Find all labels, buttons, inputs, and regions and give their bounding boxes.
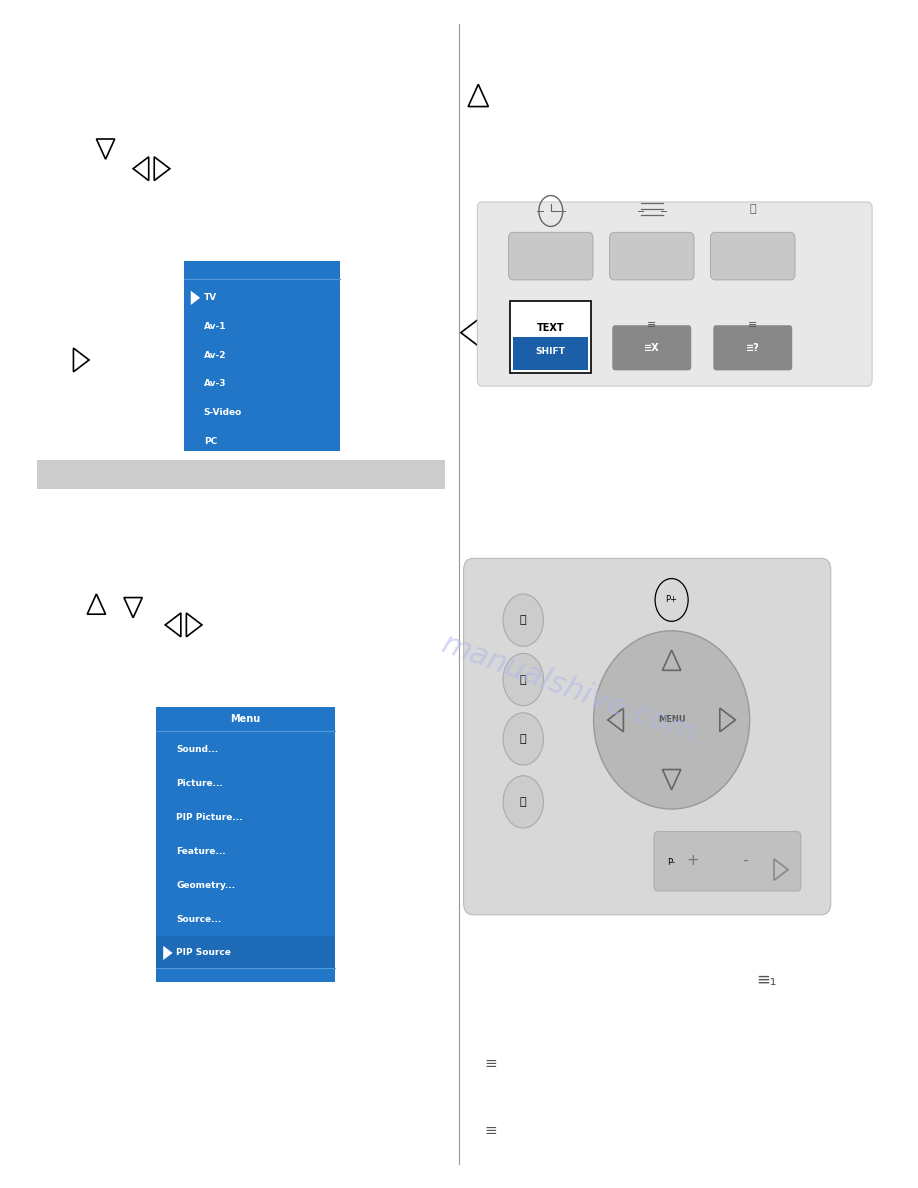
Text: 🔑: 🔑 [520,615,527,625]
Circle shape [503,594,543,646]
Text: -: - [742,853,747,867]
Text: ≡?: ≡? [746,343,759,353]
FancyBboxPatch shape [713,326,792,371]
Text: 🔇: 🔇 [749,203,756,214]
Polygon shape [191,291,200,305]
Text: P+: P+ [666,595,677,605]
Text: Av-3: Av-3 [204,379,227,388]
FancyBboxPatch shape [711,233,795,280]
Text: PIP Picture...: PIP Picture... [176,813,242,822]
Text: 📡: 📡 [520,675,527,684]
Text: ≡X: ≡X [644,343,660,353]
FancyBboxPatch shape [37,460,445,489]
Polygon shape [163,946,173,960]
FancyBboxPatch shape [510,301,591,373]
Text: 🎵: 🎵 [520,797,527,807]
Text: TEXT: TEXT [537,323,565,333]
Text: Av-1: Av-1 [204,322,227,331]
Text: PC: PC [204,437,217,446]
Text: ≡: ≡ [647,321,656,330]
Text: 👁: 👁 [520,734,527,744]
Text: Sound...: Sound... [176,745,218,754]
Circle shape [503,653,543,706]
Circle shape [503,713,543,765]
Text: Picture...: Picture... [176,778,223,788]
FancyBboxPatch shape [156,707,335,731]
Text: Feature...: Feature... [176,847,226,855]
Text: MENU: MENU [658,715,686,725]
Text: Geometry...: Geometry... [176,880,235,890]
FancyBboxPatch shape [156,968,335,982]
FancyBboxPatch shape [509,233,593,280]
Text: Source...: Source... [176,915,221,923]
Text: S-Video: S-Video [204,409,242,417]
FancyBboxPatch shape [612,326,691,371]
Text: P-: P- [667,859,676,867]
FancyBboxPatch shape [156,731,335,968]
Circle shape [503,776,543,828]
Text: ≡: ≡ [485,1124,498,1138]
FancyBboxPatch shape [654,832,800,891]
FancyBboxPatch shape [156,936,335,969]
FancyBboxPatch shape [610,233,694,280]
FancyBboxPatch shape [477,202,872,386]
Text: ≡: ≡ [485,1056,498,1070]
Text: Menu: Menu [230,714,261,723]
FancyBboxPatch shape [513,337,588,369]
Text: +: + [686,853,699,867]
Text: manualshive.com: manualshive.com [437,630,701,748]
Text: SHIFT: SHIFT [536,347,565,356]
Text: Av-2: Av-2 [204,350,227,360]
Text: ≡: ≡ [748,321,757,330]
Text: ≡₁: ≡₁ [756,971,777,990]
FancyBboxPatch shape [184,261,340,451]
FancyBboxPatch shape [464,558,831,915]
Ellipse shape [594,631,750,809]
Text: PIP Source: PIP Source [176,948,231,958]
Text: TV: TV [204,293,217,302]
